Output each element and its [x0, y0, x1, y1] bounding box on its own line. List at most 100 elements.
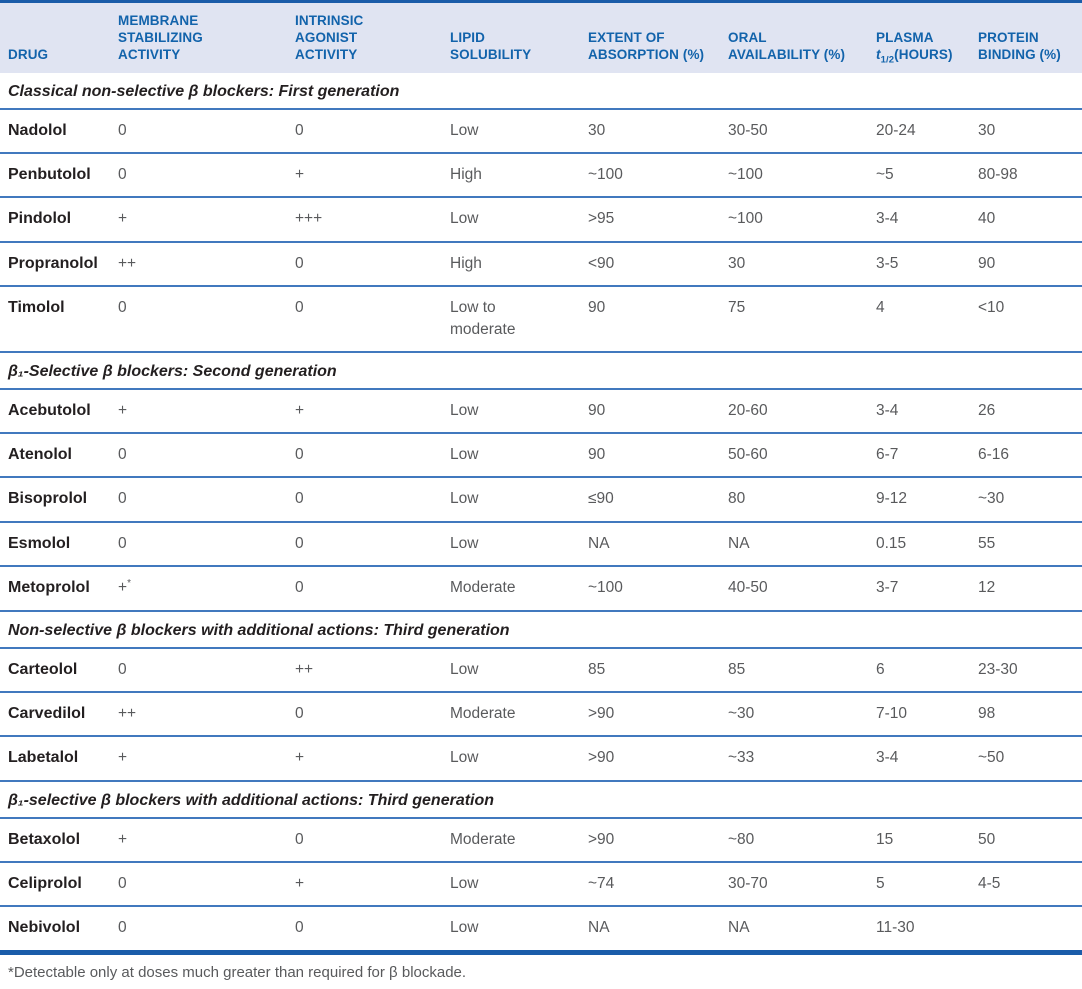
- drug-name: Penbutolol: [0, 153, 110, 199]
- column-header-label: ORAL AVAILABILITY (%): [728, 29, 846, 62]
- cell-protein: ~50: [970, 736, 1082, 782]
- column-header-label: MEMBRANE STABILIZING ACTIVITY: [118, 13, 203, 62]
- cell-plasma: 9-12: [868, 477, 970, 523]
- cell-msa: +: [110, 388, 287, 434]
- cell-lipid: Low: [442, 432, 580, 479]
- cell-absorption: NA: [588, 919, 610, 937]
- half-life-t-symbol: t: [876, 46, 881, 62]
- table-row: Metoprolol +* 0 Moderate ~100 40-50 3-7 12: [0, 566, 1082, 612]
- cell-oral: 40-50: [720, 566, 868, 612]
- cell-lipid: Low to moderate: [442, 286, 580, 353]
- cell-msa: 0: [110, 647, 287, 693]
- cell-oral: 50-60: [720, 432, 868, 479]
- cell-oral: ~33: [720, 736, 868, 782]
- cell-absorption: >90: [580, 817, 720, 864]
- cell-lipid: Low: [442, 477, 580, 523]
- table-row: Pindolol + +++ Low >95 ~100 3-4 40: [0, 197, 1082, 243]
- cell-plasma: 3-7: [868, 566, 970, 612]
- section-title: β₁-Selective β blockers: Second generati…: [0, 351, 1082, 390]
- section-header-row: β₁-Selective β blockers: Second generati…: [0, 351, 1082, 390]
- cell-oral: 20-60: [720, 388, 868, 434]
- cell-msa: +: [110, 817, 287, 864]
- column-header-intrinsic-agonist-activity: INTRINSIC AGONIST ACTIVITY: [287, 3, 442, 73]
- table-row: Esmolol 0 0 Low NA NA 0.15 55: [0, 521, 1082, 568]
- table-row: Propranolol ++ 0 High <90 30 3-5 90: [0, 241, 1082, 288]
- section-header-row: β₁-selective β blockers with additional …: [0, 780, 1082, 819]
- cell-oral: 30: [720, 241, 868, 288]
- cell-absorption: NA: [580, 521, 720, 568]
- column-header-label: DRUG: [8, 46, 49, 62]
- cell-msa: 0: [110, 153, 287, 199]
- cell-plasma: 3-5: [868, 241, 970, 288]
- cell-iaa: ++: [287, 647, 442, 693]
- cell-protein: 80-98: [970, 153, 1082, 199]
- section-title: β₁-selective β blockers with additional …: [0, 780, 1082, 819]
- cell-oral: NA: [720, 521, 868, 568]
- table-row: Celiprolol 0 + Low ~74 30-70 5 4-5: [0, 862, 1082, 908]
- cell-iaa: +: [287, 862, 442, 908]
- cell-msa: 0: [110, 108, 287, 155]
- cell-lipid: Moderate: [442, 566, 580, 612]
- cell-plasma: ~5: [868, 153, 970, 199]
- cell-msa: +: [110, 736, 287, 782]
- cell-plasma: 6-7: [868, 432, 970, 479]
- cell-msa: 0: [110, 862, 287, 908]
- drug-name: Nadolol: [0, 108, 110, 155]
- cell-iaa: 0: [287, 108, 442, 155]
- drug-name: Esmolol: [0, 521, 110, 568]
- cell-absorption: 90: [580, 388, 720, 434]
- cell-plasma: 3-4: [868, 197, 970, 243]
- section-title: Non-selective β blockers with additional…: [0, 610, 1082, 649]
- cell-oral: 85: [720, 647, 868, 693]
- cell-lipid: Moderate: [442, 691, 580, 738]
- cell-absorption: ~74: [580, 862, 720, 908]
- table-row: Nebivolol 0 0 Low NA NA 11-30: [0, 906, 1082, 949]
- drug-name: Propranolol: [0, 241, 110, 288]
- half-life-subscript: 1/2: [880, 54, 895, 66]
- cell-msa: 0: [110, 286, 287, 353]
- cell-iaa: 0: [295, 919, 304, 937]
- section-header-row: Classical non-selective β blockers: Firs…: [0, 72, 1082, 110]
- header-row: DRUG MEMBRANE STABILIZING ACTIVITY INTRI…: [0, 3, 1082, 73]
- cell-iaa: +: [287, 736, 442, 782]
- cell-plasma: 11-30: [876, 919, 915, 937]
- cell-lipid: Low: [442, 197, 580, 243]
- footnote: *Detectable only at doses much greater t…: [8, 963, 467, 981]
- table-row: Timolol 0 0 Low to moderate 90 75 4 <10: [0, 286, 1082, 353]
- cell-protein: 98: [970, 691, 1082, 738]
- cell-lipid: Low: [442, 108, 580, 155]
- cell-iaa: 0: [287, 286, 442, 353]
- cell-iaa: 0: [287, 477, 442, 523]
- cell-protein: 6-16: [970, 432, 1082, 479]
- cell-protein: 4-5: [970, 862, 1082, 908]
- cell-msa: ++: [110, 241, 287, 288]
- cell-msa: ++: [110, 691, 287, 738]
- cell-oral: 30-70: [720, 862, 868, 908]
- cell-lipid: Low: [442, 388, 580, 434]
- cell-iaa: 0: [287, 241, 442, 288]
- table-row: Nadolol 0 0 Low 30 30-50 20-24 30: [0, 108, 1082, 155]
- cell-lipid: High: [442, 241, 580, 288]
- cell-absorption: ~100: [580, 153, 720, 199]
- cell-msa: 0: [110, 521, 287, 568]
- cell-oral: 30-50: [720, 108, 868, 155]
- cell-iaa: 0: [287, 521, 442, 568]
- beta-blocker-table: DRUG MEMBRANE STABILIZING ACTIVITY INTRI…: [0, 3, 1082, 950]
- drug-name: Nebivolol: [8, 919, 81, 937]
- cell-oral: 80: [720, 477, 868, 523]
- cell-plasma: 6: [868, 647, 970, 693]
- column-header-protein-binding: PROTEIN BINDING (%): [970, 3, 1082, 73]
- cell-lipid: Low: [442, 647, 580, 693]
- cell-protein: 50: [970, 817, 1082, 864]
- cell-msa: +*: [110, 566, 287, 612]
- table-row: Penbutolol 0 + High ~100 ~100 ~5 80-98: [0, 153, 1082, 199]
- drug-name: Timolol: [0, 286, 110, 353]
- cell-protein: <10: [970, 286, 1082, 353]
- cell-oral: ~30: [720, 691, 868, 738]
- cell-plasma: 5: [868, 862, 970, 908]
- cell-absorption: 30: [580, 108, 720, 155]
- drug-name: Celiprolol: [0, 862, 110, 908]
- drug-name: Labetalol: [0, 736, 110, 782]
- cell-msa: 0: [110, 477, 287, 523]
- cell-absorption: >90: [580, 691, 720, 738]
